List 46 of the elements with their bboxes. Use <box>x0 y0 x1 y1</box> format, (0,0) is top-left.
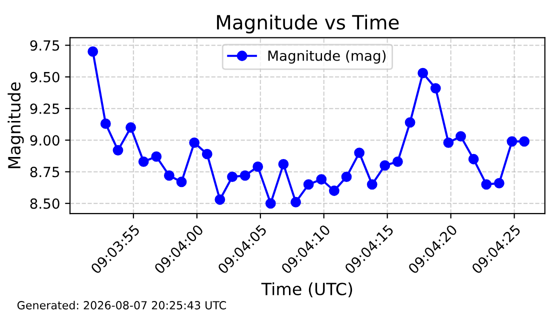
point <box>100 118 111 129</box>
point <box>316 174 327 185</box>
point <box>354 148 365 158</box>
point <box>430 83 441 94</box>
point <box>151 151 162 162</box>
point <box>380 160 390 171</box>
point <box>418 68 428 78</box>
point <box>88 46 98 57</box>
point <box>404 117 416 128</box>
point <box>303 179 314 190</box>
point <box>443 137 454 148</box>
point <box>112 145 124 156</box>
point <box>494 178 504 188</box>
point <box>341 172 352 182</box>
point <box>227 172 238 182</box>
point <box>481 179 492 190</box>
point <box>278 158 289 170</box>
point <box>265 198 276 209</box>
point <box>164 170 174 181</box>
y-tick-label: 9.00 <box>30 135 60 146</box>
point <box>126 122 136 133</box>
y-tick-label: 9.75 <box>30 40 60 51</box>
point <box>468 154 479 164</box>
point <box>202 148 212 160</box>
point <box>328 186 340 196</box>
legend-label: Magnitude (mag) <box>268 50 386 64</box>
y-axis-title: Magnitude <box>8 82 24 168</box>
x-axis-title: Time (UTC) <box>261 282 352 298</box>
point <box>176 176 187 188</box>
point <box>138 156 149 167</box>
point <box>252 162 264 172</box>
point <box>456 131 466 142</box>
point <box>366 179 378 190</box>
point <box>519 136 530 147</box>
point <box>214 194 226 205</box>
point <box>189 137 200 148</box>
point <box>240 170 250 181</box>
point <box>290 196 301 208</box>
chart-title: Magnitude vs Time <box>217 14 399 34</box>
y-tick-label: 8.50 <box>30 198 60 209</box>
y-tick-label: 9.50 <box>30 72 60 82</box>
point <box>506 136 518 147</box>
y-tick-label: 9.25 <box>30 103 60 114</box>
y-tick-label: 8.75 <box>30 166 60 178</box>
point <box>392 156 403 167</box>
text: Generated: 2026-08-07 20:25:43 UTC <box>17 300 226 310</box>
